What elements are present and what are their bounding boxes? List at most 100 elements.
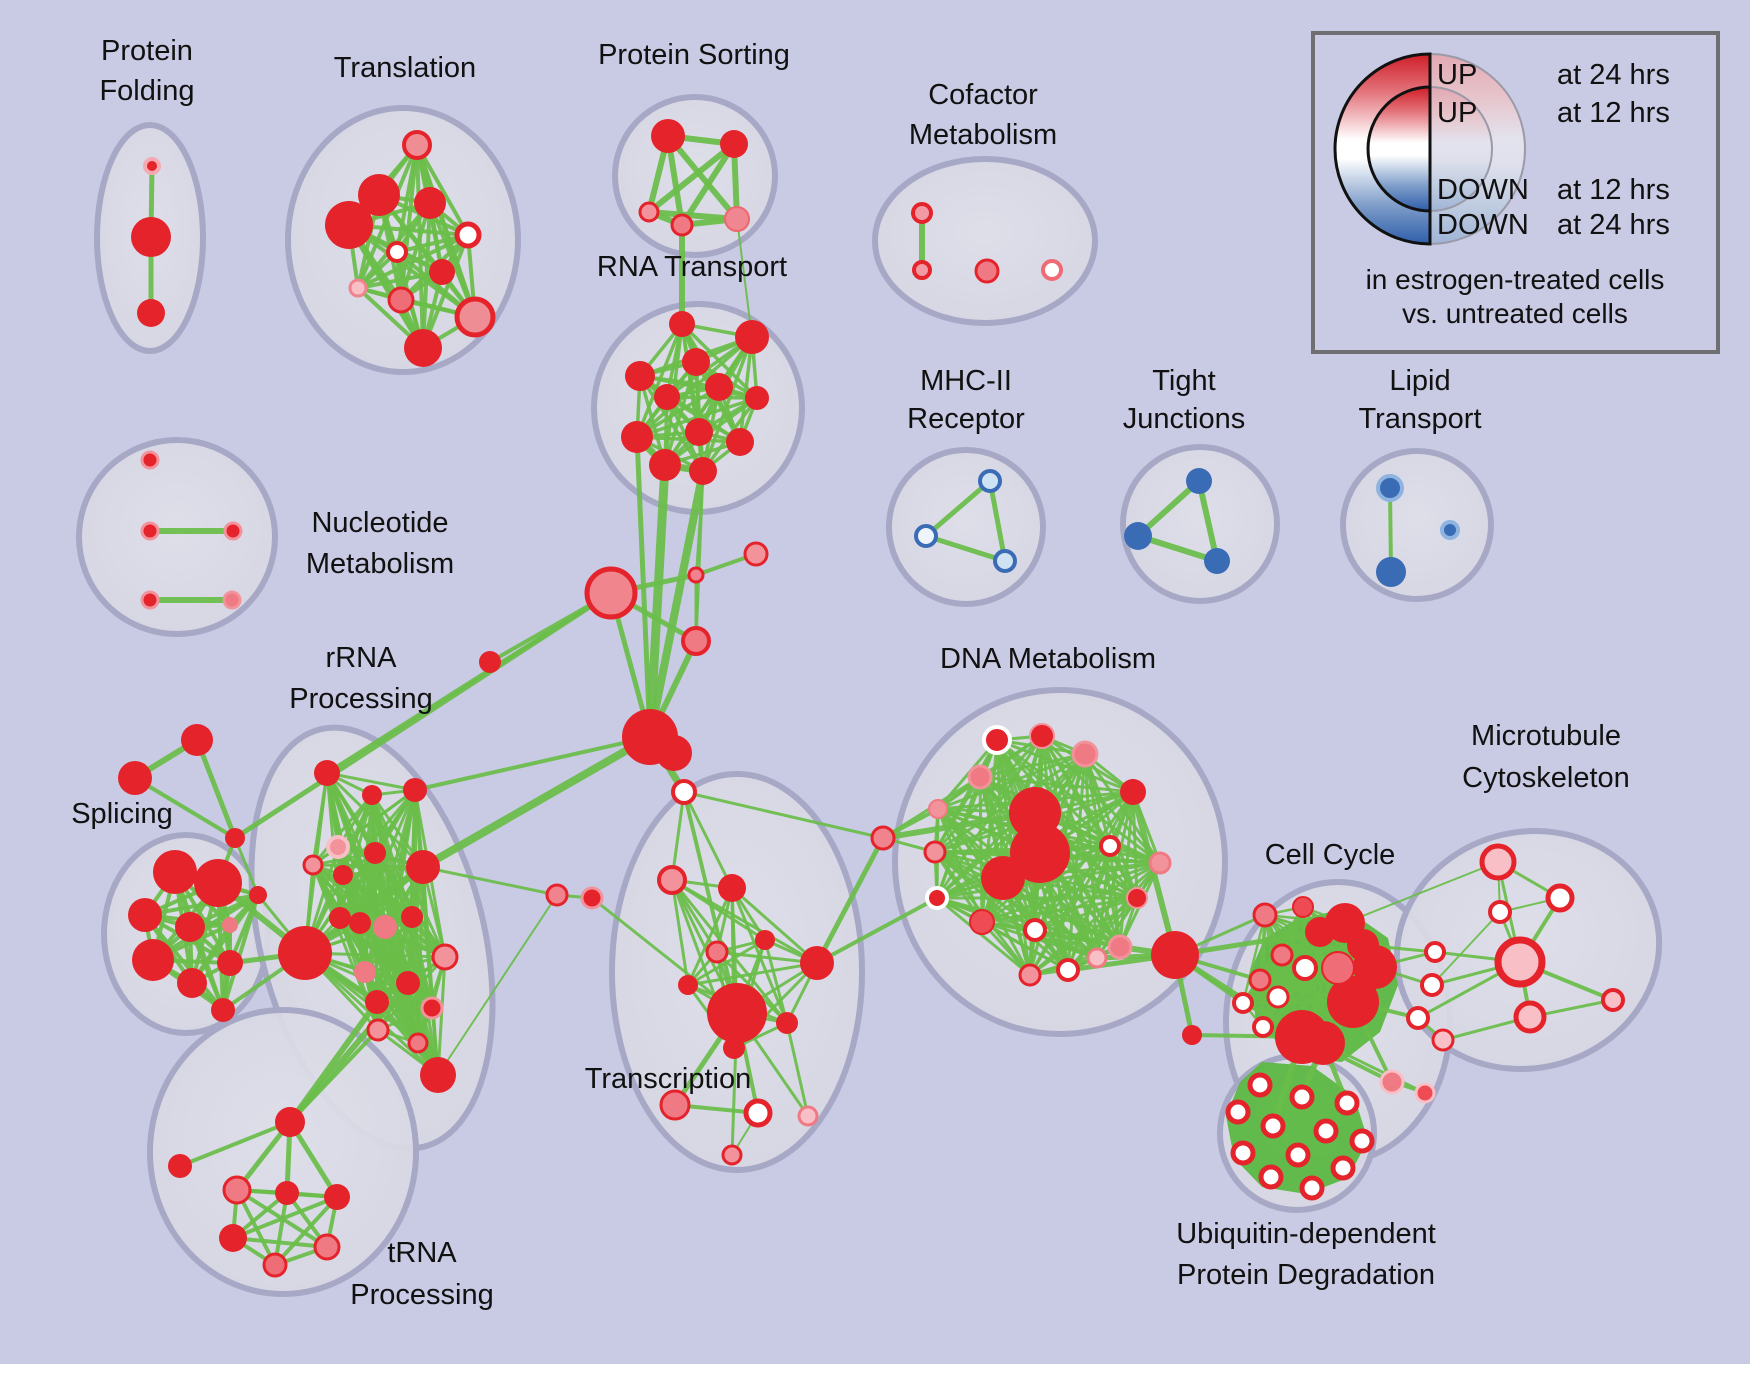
gene-node-lt-1 [1376, 557, 1406, 587]
gene-node-dm-12 [1099, 835, 1121, 857]
edge-rr [325, 771, 417, 792]
edge-dm [1066, 896, 1139, 972]
gene-node-rr-2 [403, 778, 427, 802]
edge-dm [980, 896, 1139, 924]
edge-rt [635, 396, 759, 439]
cluster-boundary-mh [886, 447, 1046, 607]
gene-node-mt-3 [1494, 936, 1546, 988]
gene-node-ts-11 [659, 1089, 691, 1121]
link-edge [1344, 861, 1499, 924]
gene-node-cc-17 [1420, 973, 1444, 997]
gene-node-ub-3 [1225, 1099, 1251, 1125]
gene-node-bb-8 [656, 735, 692, 771]
gene-node-rt-1 [735, 320, 769, 354]
cluster-label-pf: Protein [101, 35, 193, 67]
gene-node-tj-1 [1124, 522, 1152, 550]
gene-node-rr-11 [401, 906, 423, 928]
legend-footer: vs. untreated cells [1402, 298, 1628, 329]
gene-node-rr-20 [420, 1057, 456, 1093]
edge-mh [987, 478, 1008, 564]
edge-ps [646, 141, 737, 215]
cluster-label-cf: Cofactor [928, 79, 1038, 111]
gene-node-cc-12 [1248, 968, 1272, 992]
gene-node-ts-6 [678, 975, 698, 995]
gene-node-tj-2 [1204, 548, 1230, 574]
link-edge [437, 894, 558, 1076]
cluster-label-sp: Splicing [71, 798, 173, 830]
gene-node-ub-9 [1330, 1155, 1356, 1181]
gene-node-ub-1 [1289, 1084, 1315, 1110]
gene-node-rt-3 [625, 361, 655, 391]
gene-node-dm-8 [981, 856, 1025, 900]
gene-node-dm-2 [1071, 740, 1099, 768]
cluster-label-tr: Translation [334, 52, 476, 84]
cluster-label-rr: rRNA [326, 642, 398, 674]
gene-node-sp-7 [217, 950, 243, 976]
gene-node-pf-2 [137, 299, 165, 327]
edge-dm [978, 775, 1162, 865]
gene-node-nu-3 [140, 590, 160, 610]
gene-node-rr-9 [349, 912, 371, 934]
gene-node-cc-15 [1252, 1016, 1274, 1038]
edge-tn [231, 1236, 329, 1249]
legend-inner-disc-saturated [1366, 85, 1432, 213]
gene-node-ub-4 [1260, 1113, 1286, 1139]
gene-node-rr-18 [366, 1018, 390, 1042]
gene-node-ts-12 [743, 1098, 773, 1128]
gene-node-rr-14 [354, 961, 376, 983]
legend-direction-label: UP [1437, 97, 1477, 129]
gene-node-cc-1 [1292, 896, 1314, 918]
gene-node-bb-6 [681, 626, 711, 656]
gene-node-rr-15 [365, 990, 389, 1014]
gene-node-ub-8 [1285, 1142, 1311, 1168]
cluster-label-lt: Transport [1358, 403, 1481, 435]
gene-node-ps-1 [720, 130, 748, 158]
gene-node-rt-6 [745, 386, 769, 410]
link-edge [421, 865, 559, 897]
gene-node-ts-2 [580, 886, 604, 910]
gene-node-tr-5 [386, 241, 408, 263]
legend-time-label: at 24 hrs [1557, 59, 1670, 91]
gene-node-sp-9 [211, 998, 235, 1022]
edge-dm [1028, 861, 1162, 977]
cluster-label-tj: Junctions [1123, 403, 1246, 435]
gene-node-rt-4 [705, 373, 733, 401]
cluster-label-ps: Protein Sorting [598, 39, 790, 71]
cluster-boundary-cf [872, 156, 1098, 326]
link-edge [695, 470, 704, 576]
edge-ts [670, 878, 789, 1025]
gene-node-rr-1 [362, 785, 382, 805]
edge-dm [1130, 789, 1178, 958]
cluster-label-mt: Microtubule [1471, 720, 1621, 752]
gene-node-cc-20 [1379, 1069, 1405, 1095]
gene-node-dm-15 [1107, 934, 1133, 960]
gene-node-ps-3 [670, 213, 694, 237]
gene-node-tn-6 [313, 1233, 341, 1261]
legend-direction-label: DOWN [1437, 174, 1529, 206]
cluster-label-cc: Cell Cycle [1265, 839, 1396, 871]
gene-node-ub-6 [1349, 1128, 1375, 1154]
gene-node-bb-3 [687, 566, 705, 584]
gene-node-rt-8 [726, 428, 754, 456]
legend-time-label: at 12 hrs [1557, 97, 1670, 129]
gene-node-tj-0 [1186, 468, 1212, 494]
gene-node-tr-9 [454, 296, 496, 338]
network-nodes [118, 119, 1625, 1278]
gene-node-tr-1 [358, 174, 400, 216]
gene-node-cc-9 [1301, 1021, 1345, 1065]
link-edge [232, 590, 614, 841]
gene-node-ps-2 [638, 201, 660, 223]
edge-ts [686, 886, 734, 987]
cluster-label-ts: Transcription [585, 1063, 752, 1095]
gene-node-rt-9 [621, 421, 653, 453]
edge-rt [638, 374, 759, 400]
gene-node-mt-4 [1513, 1000, 1547, 1034]
gene-node-dm-19 [1018, 963, 1042, 987]
edge-tr [356, 270, 444, 290]
edge-dm [980, 920, 1070, 972]
gene-node-cc-5 [1353, 945, 1397, 989]
gene-node-tr-8 [387, 286, 415, 314]
edge-rr [363, 915, 414, 974]
gene-node-ub-0 [1247, 1072, 1273, 1098]
gene-node-cc-11 [1292, 955, 1318, 981]
